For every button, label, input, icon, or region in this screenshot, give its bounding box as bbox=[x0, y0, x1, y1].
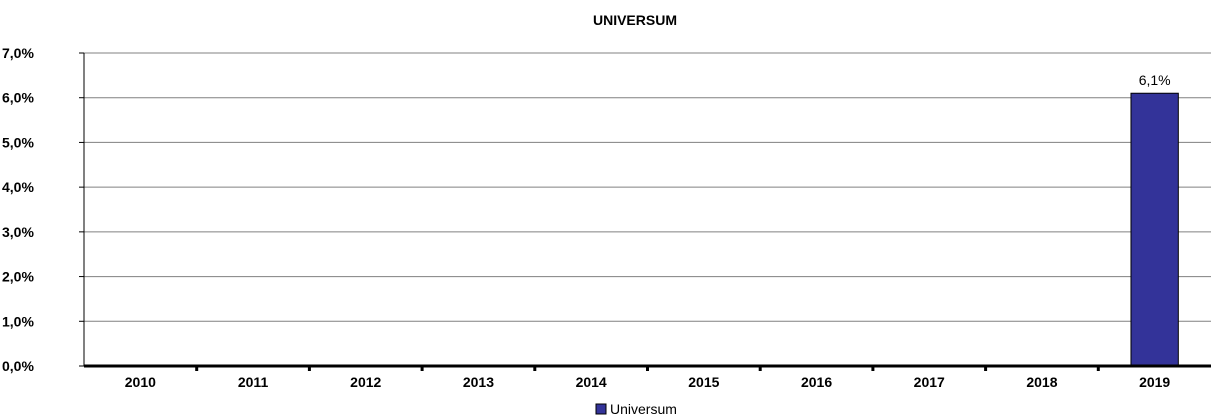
data-labels: 6,1% bbox=[1139, 72, 1171, 88]
x-tick-label: 2019 bbox=[1139, 374, 1170, 390]
x-tick-label: 2013 bbox=[463, 374, 494, 390]
legend: Universum bbox=[595, 401, 677, 416]
x-tick-label: 2017 bbox=[914, 374, 945, 390]
bars bbox=[1130, 92, 1179, 367]
y-tick-label: 5,0% bbox=[2, 134, 34, 150]
x-tick-label: 2011 bbox=[238, 374, 269, 390]
bar-2019 bbox=[1130, 92, 1179, 367]
x-tick-label: 2018 bbox=[1026, 374, 1057, 390]
data-label-2019: 6,1% bbox=[1139, 72, 1171, 88]
y-axis-ticks: 0,0% 1,0% 2,0% 3,0% 4,0% 5,0% 6,0% 7,0% bbox=[2, 45, 84, 374]
y-tick-label: 7,0% bbox=[2, 45, 34, 61]
y-tick-label: 6,0% bbox=[2, 90, 34, 106]
legend-label: Universum bbox=[610, 401, 677, 416]
legend-swatch bbox=[595, 403, 607, 415]
x-tick-label: 2014 bbox=[576, 374, 607, 390]
y-tick-label: 4,0% bbox=[2, 179, 34, 195]
x-tick-label: 2010 bbox=[125, 374, 156, 390]
x-tick-label: 2015 bbox=[688, 374, 719, 390]
x-tick-label: 2016 bbox=[801, 374, 832, 390]
x-axis-ticks: 2010 2011 2012 2013 2014 2015 2016 2017 2018 2019 bbox=[125, 366, 1170, 390]
y-tick-label: 2,0% bbox=[2, 269, 34, 285]
gridlines bbox=[84, 52, 1211, 322]
x-tick-label: 2012 bbox=[350, 374, 381, 390]
y-tick-label: 1,0% bbox=[2, 313, 34, 329]
axes bbox=[83, 53, 1211, 368]
y-tick-label: 3,0% bbox=[2, 224, 34, 240]
chart-title: UNIVERSUM bbox=[593, 12, 677, 28]
y-tick-label: 0,0% bbox=[2, 358, 34, 374]
